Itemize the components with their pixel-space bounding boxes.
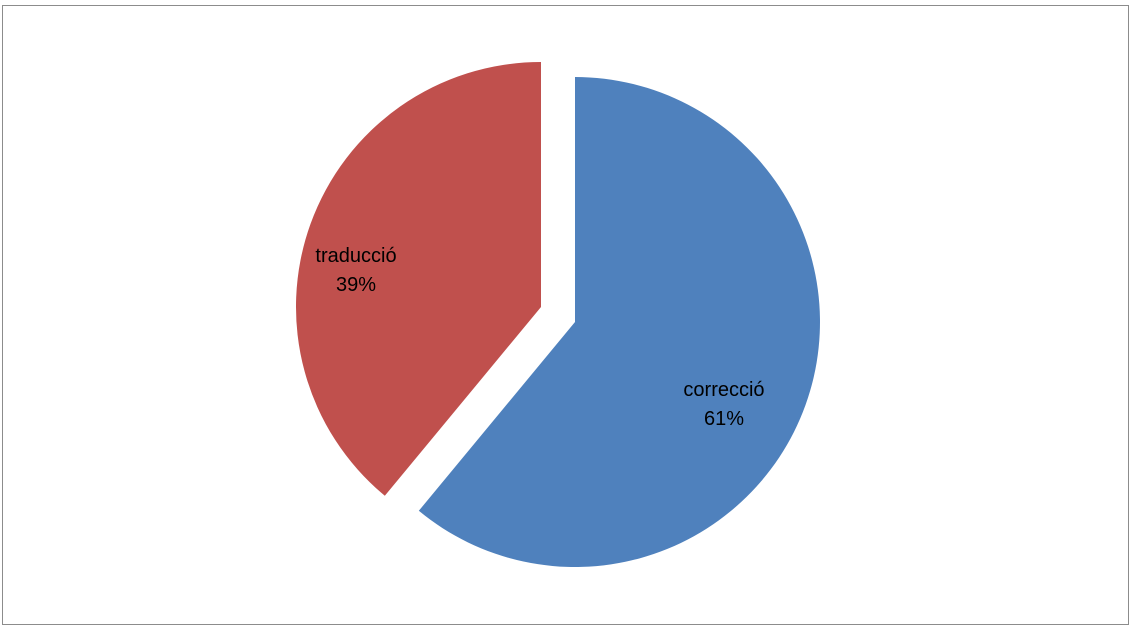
slice-percent-label: 61% xyxy=(704,408,744,430)
pie-slice-traducció xyxy=(295,62,541,496)
pie-slices xyxy=(295,62,820,567)
slice-category-label: correcció xyxy=(683,379,764,401)
pie-labels: correcció 61% traducció 39% xyxy=(315,245,764,430)
pie-slice-correcció xyxy=(418,77,820,567)
slice-label-traducció: traducció 39% xyxy=(315,245,396,296)
slice-label-correcció: correcció 61% xyxy=(683,379,764,430)
slice-category-label: traducció xyxy=(315,245,396,267)
slice-percent-label: 39% xyxy=(336,274,376,296)
